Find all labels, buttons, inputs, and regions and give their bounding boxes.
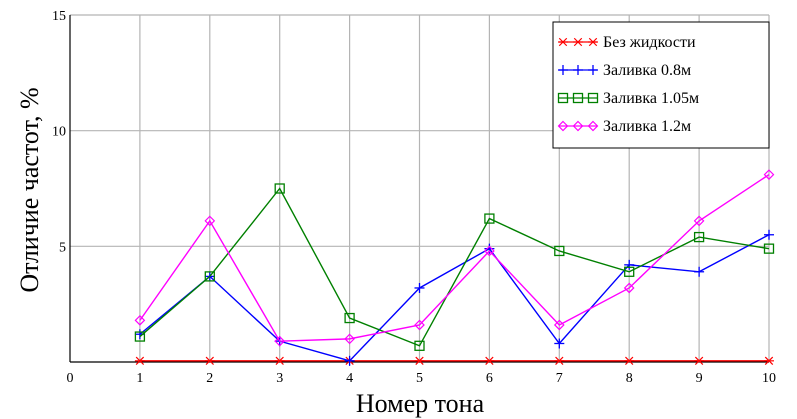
legend-label: Заливка 0.8м	[603, 62, 691, 79]
data-point	[553, 319, 565, 331]
data-point	[274, 356, 285, 366]
data-point	[558, 65, 568, 75]
data-point	[587, 92, 599, 104]
axes	[69, 15, 769, 363]
y-axis-label: Отличие частот, %	[15, 87, 44, 292]
data-point	[573, 37, 583, 47]
data-point	[484, 356, 495, 366]
data-point	[134, 331, 146, 342]
x-tick-label: 8	[626, 371, 633, 386]
data-point	[204, 215, 216, 227]
data-point	[624, 266, 635, 277]
data-point	[554, 245, 565, 257]
data-point	[204, 356, 215, 366]
y-tick-label: 5	[59, 240, 66, 255]
data-point	[344, 355, 355, 366]
data-point	[572, 120, 584, 132]
data-point	[694, 356, 705, 366]
data-point	[558, 37, 568, 47]
y-tick-label: 10	[52, 125, 66, 140]
x-tick-label: 0	[67, 371, 74, 386]
data-point	[572, 92, 584, 104]
series-1	[134, 356, 774, 366]
data-point	[694, 266, 705, 277]
x-tick-label: 7	[556, 371, 563, 386]
data-point	[554, 338, 565, 349]
data-point	[557, 120, 569, 132]
legend: Без жидкости Заливка 0.8м Заливка 1.05м Зал…	[552, 21, 770, 149]
data-point	[763, 243, 775, 254]
data-point	[624, 356, 635, 366]
legend-label: Без жидкости	[603, 34, 696, 51]
legend-box	[552, 21, 770, 149]
legend-label: Заливка 1.05м	[603, 90, 699, 107]
grid	[70, 14, 770, 362]
series-4	[134, 169, 775, 347]
data-point	[134, 356, 145, 366]
data-point	[274, 335, 286, 347]
data-point	[414, 340, 425, 351]
x-tick-label: 4	[346, 371, 353, 386]
data-point	[764, 229, 774, 240]
data-point	[763, 169, 775, 180]
legend-entry: Заливка 0.8м	[558, 62, 691, 79]
data-point	[587, 120, 599, 132]
series-line	[139, 187, 770, 347]
data-point	[204, 271, 215, 282]
series-line	[139, 234, 770, 362]
x-tick-label: 10	[762, 371, 776, 386]
x-tick-label: 3	[276, 371, 283, 386]
data-point	[344, 333, 355, 345]
legend-label: Заливка 1.2м	[603, 118, 691, 135]
data-point	[693, 231, 705, 243]
data-point	[588, 65, 598, 75]
data-point	[764, 356, 774, 366]
data-point	[554, 356, 565, 366]
data-point	[573, 65, 583, 75]
series-3	[134, 183, 775, 351]
data-point	[134, 315, 146, 326]
data-point	[624, 259, 635, 270]
data-point	[484, 245, 495, 257]
series-line	[139, 174, 770, 342]
x-axis-label: Номер тона	[356, 389, 485, 418]
data-point	[693, 215, 705, 227]
data-point	[344, 312, 355, 324]
legend-entry: Без жидкости	[558, 34, 696, 51]
x-tick-label: 9	[696, 371, 703, 386]
x-tick-label: 2	[206, 371, 213, 386]
data-point	[414, 282, 425, 293]
x-tick-label: 1	[136, 371, 143, 386]
data-point	[484, 213, 495, 224]
legend-entry: Заливка 1.05м	[557, 90, 699, 107]
tick-labels: 0 1 2 3 4 5 6 7 8 9 10 5 10 15	[52, 9, 776, 386]
x-tick-label: 5	[416, 371, 423, 386]
data-point	[588, 37, 598, 47]
x-tick-label: 6	[486, 371, 493, 386]
data-point	[623, 282, 635, 294]
data-point	[274, 183, 285, 194]
data-point	[557, 92, 569, 104]
legend-entry: Заливка 1.2м	[557, 118, 691, 135]
data-point	[414, 319, 425, 331]
data-point	[414, 356, 425, 366]
series-lines	[134, 169, 775, 366]
y-tick-label: 15	[52, 9, 66, 24]
data-point	[484, 243, 495, 254]
